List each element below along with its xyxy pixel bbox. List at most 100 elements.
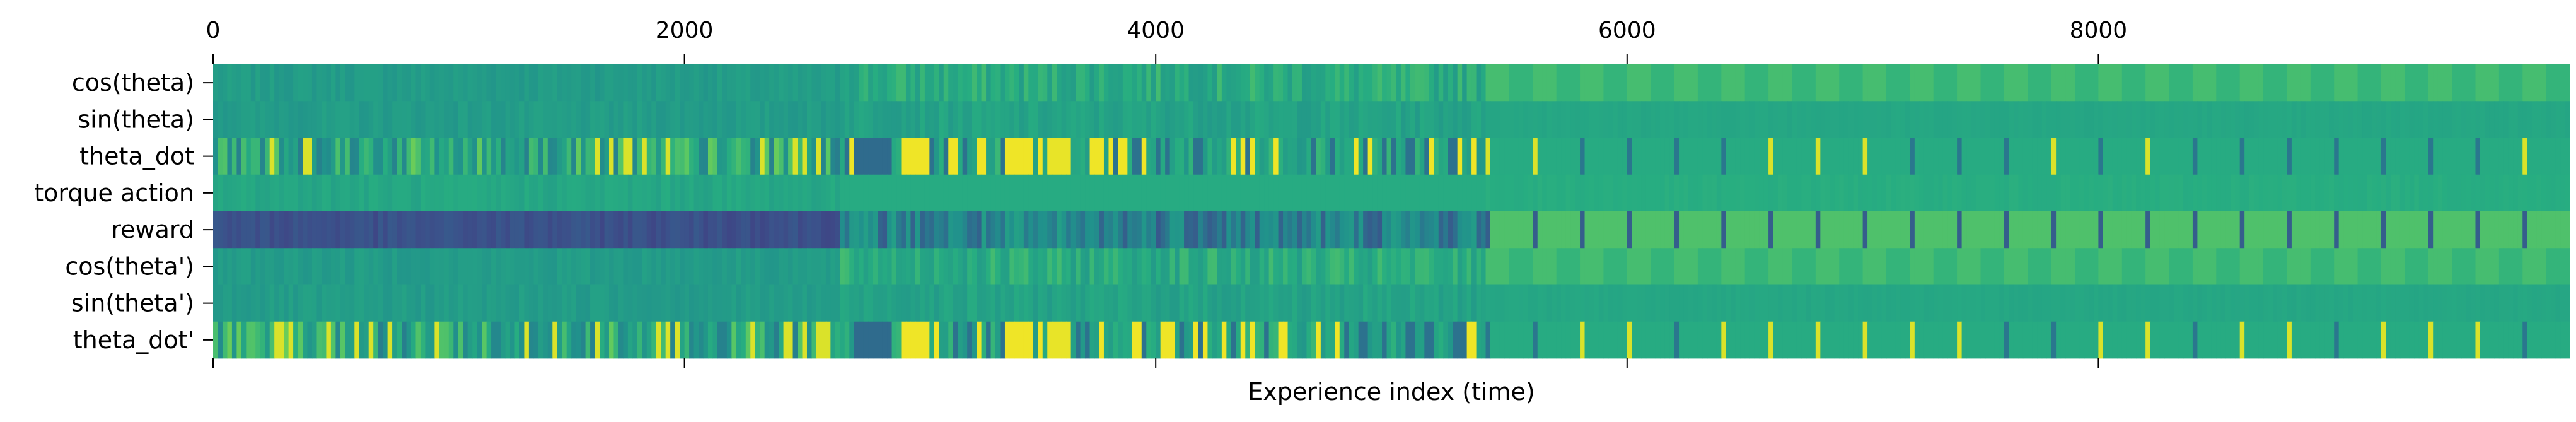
heatmap-cell xyxy=(1273,248,1279,285)
heatmap-cell xyxy=(1787,64,1793,102)
heatmap-cell xyxy=(726,248,732,285)
heatmap-cell xyxy=(1028,174,1034,212)
heatmap-cell xyxy=(2207,101,2212,138)
heatmap-cell xyxy=(316,101,322,138)
heatmap-cell xyxy=(699,64,704,102)
heatmap-cell xyxy=(293,321,299,359)
heatmap-cell xyxy=(1848,64,1854,102)
heatmap-cell xyxy=(397,211,402,249)
heatmap-cell xyxy=(1226,284,1232,322)
heatmap-cell xyxy=(1287,101,1293,138)
heatmap-cell xyxy=(1453,211,1458,249)
heatmap-cell xyxy=(1848,248,1854,285)
heatmap-cell xyxy=(1004,101,1011,138)
heatmap-cell xyxy=(2343,321,2349,359)
heatmap-cell xyxy=(2428,248,2434,285)
heatmap-cell xyxy=(552,174,558,212)
heatmap-cell xyxy=(2235,138,2241,175)
heatmap-cell xyxy=(231,211,237,249)
heatmap-cell xyxy=(863,248,869,285)
heatmap-cell xyxy=(2310,64,2316,102)
heatmap-cell xyxy=(2466,211,2471,249)
heatmap-cell xyxy=(1552,284,1557,322)
heatmap-cell xyxy=(736,174,741,212)
heatmap-cell xyxy=(1485,248,1491,285)
heatmap-cell xyxy=(1462,321,1468,359)
heatmap-cell xyxy=(2145,211,2151,249)
heatmap-cell xyxy=(977,211,982,249)
heatmap-cell xyxy=(1325,284,1331,322)
heatmap-cell xyxy=(873,321,878,359)
heatmap-cell xyxy=(2060,64,2066,102)
heatmap-cell xyxy=(2032,321,2038,359)
heatmap-cell xyxy=(2282,64,2288,102)
heatmap-cell xyxy=(1651,284,1656,322)
heatmap-cell xyxy=(227,211,233,249)
heatmap-cell xyxy=(1782,248,1788,285)
heatmap-cell xyxy=(218,284,223,322)
heatmap-cell xyxy=(1108,211,1114,249)
heatmap-cell xyxy=(1009,211,1015,249)
heatmap-cell xyxy=(1749,101,1755,138)
heatmap-cell xyxy=(1702,284,1708,322)
heatmap-cell xyxy=(2541,284,2547,322)
heatmap-cell xyxy=(1773,174,1778,212)
heatmap-cell xyxy=(2056,284,2062,322)
heatmap-cell xyxy=(2244,174,2250,212)
heatmap-cell xyxy=(2551,101,2556,138)
heatmap-cell xyxy=(1669,174,1675,212)
heatmap-cell xyxy=(2249,101,2254,138)
heatmap-cell xyxy=(2310,138,2316,175)
heatmap-cell xyxy=(1632,211,1637,249)
heatmap-cell xyxy=(425,321,431,359)
heatmap-cell xyxy=(1372,284,1378,322)
heatmap-cell xyxy=(750,284,756,322)
heatmap-cell xyxy=(642,101,647,138)
heatmap-cell xyxy=(2386,64,2391,102)
heatmap-cell xyxy=(1830,101,1835,138)
heatmap-cell xyxy=(1881,64,1887,102)
heatmap-cell xyxy=(260,174,265,212)
heatmap-cell xyxy=(915,138,920,175)
heatmap-cell xyxy=(726,138,732,175)
heatmap-cell xyxy=(1867,64,1873,102)
heatmap-cell xyxy=(2192,321,2198,359)
heatmap-cell xyxy=(1344,138,1350,175)
heatmap-cell xyxy=(1693,211,1698,249)
heatmap-cell xyxy=(2159,174,2165,212)
heatmap-cell xyxy=(651,64,657,102)
heatmap-cell xyxy=(2353,138,2358,175)
heatmap-cell xyxy=(2169,174,2174,212)
heatmap-cell xyxy=(2357,174,2363,212)
heatmap-cell xyxy=(1664,138,1670,175)
heatmap-cell xyxy=(1335,211,1340,249)
heatmap-cell xyxy=(1382,284,1388,322)
heatmap-cell xyxy=(482,248,487,285)
heatmap-cell xyxy=(2287,284,2292,322)
heatmap-cell xyxy=(373,138,379,175)
heatmap-cell xyxy=(1575,211,1581,249)
heatmap-cell xyxy=(2277,174,2283,212)
heatmap-cell xyxy=(642,211,647,249)
heatmap-cell xyxy=(1184,138,1190,175)
heatmap-cell xyxy=(383,211,388,249)
heatmap-cell xyxy=(1099,101,1105,138)
heatmap-cell xyxy=(1038,101,1043,138)
heatmap-cell xyxy=(2273,64,2278,102)
heatmap-cell xyxy=(1250,101,1255,138)
heatmap-cell xyxy=(703,248,709,285)
heatmap-cell xyxy=(2508,64,2514,102)
heatmap-cell xyxy=(1834,321,1840,359)
heatmap-cell xyxy=(260,101,265,138)
heatmap-cell xyxy=(2498,101,2504,138)
heatmap-cell xyxy=(1533,248,1538,285)
heatmap-cell xyxy=(2202,174,2207,212)
heatmap-cell xyxy=(726,211,732,249)
heatmap-cell xyxy=(2235,321,2241,359)
heatmap-cell xyxy=(1113,138,1118,175)
heatmap-cell xyxy=(595,64,600,102)
heatmap-cell xyxy=(1188,248,1194,285)
heatmap-cell xyxy=(2211,64,2217,102)
heatmap-cell xyxy=(1175,138,1180,175)
heatmap-cell xyxy=(524,211,530,249)
